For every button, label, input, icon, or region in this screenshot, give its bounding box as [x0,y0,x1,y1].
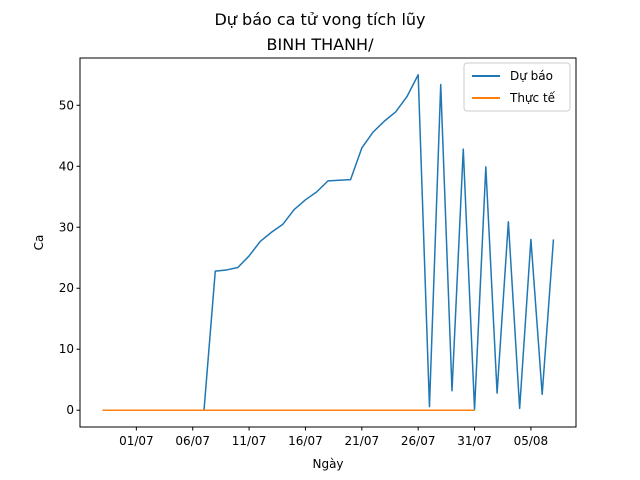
x-tick-label: 26/07 [401,434,436,448]
y-tick-label: 50 [59,98,74,112]
series-layer [102,74,555,411]
x-tick-label: 31/07 [457,434,492,448]
x-tick-label: 21/07 [345,434,380,448]
y-axis-label: Ca [32,235,46,251]
ticks-layer: 0 10 20 30 40 50 01/07 06/07 11/07 16/07 21/07 26/0… [59,98,548,448]
chart-subtitle: BINH THANH/ [267,35,375,54]
x-tick-label: 05/08 [514,434,549,448]
y-tick-label: 0 [66,403,74,417]
y-tick-label: 30 [59,220,74,234]
y-tick-label: 40 [59,159,74,173]
x-axis-label: Ngày [312,457,343,471]
y-tick-label: 20 [59,281,74,295]
legend-label-forecast: Dự báo [510,69,553,83]
chart-title: Dự báo ca tử vong tích lũy [214,10,425,29]
plot-frame [79,57,577,428]
x-tick-label: 01/07 [119,434,154,448]
legend-label-actual: Thực tế [509,91,556,105]
x-tick-label: 16/07 [288,434,323,448]
y-tick-label: 10 [59,342,74,356]
x-tick-label: 11/07 [232,434,267,448]
series-line-forecast [102,74,555,411]
legend: Dự báo Thực tế [463,62,571,112]
x-tick-label: 06/07 [175,434,210,448]
